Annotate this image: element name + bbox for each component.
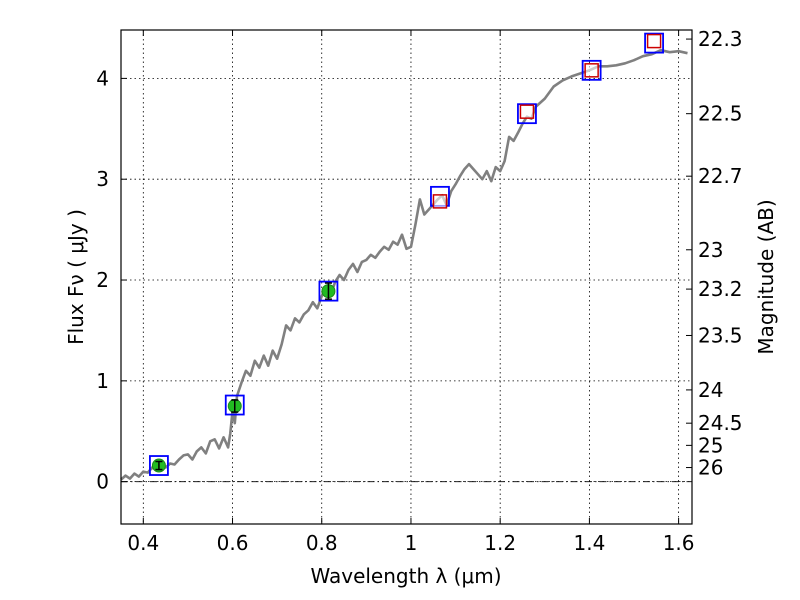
y2-tick-label: 22.5: [698, 102, 743, 126]
upper-limit-marker: [519, 104, 535, 119]
upper-limit-marker: [584, 63, 599, 78]
model-band-box: [149, 455, 169, 476]
y-tick-label: 1: [96, 369, 109, 393]
y2-tick-label: 23: [698, 238, 723, 262]
y-tick-label: 4: [96, 66, 109, 90]
y2-tick-label: 22.7: [698, 164, 743, 188]
y-axis-title: Flux Fν ( μJy ): [64, 209, 88, 345]
y2-tick-label: 24: [698, 378, 723, 402]
series-layer: [120, 32, 688, 481]
model-band-box: [318, 280, 339, 302]
y2-tick-label: 25: [698, 433, 723, 457]
model-band-box: [644, 32, 664, 54]
tick-layer: 0.4 0.6 0.8 1 1.2 1.4 1.60123422.322.522.72323…: [96, 27, 742, 555]
y2-tick-label: 26: [698, 456, 723, 480]
x-tick-label: 1.2: [484, 531, 516, 555]
model-spectrum-line: [120, 48, 688, 481]
x-tick-label: 0.8: [306, 531, 338, 555]
y-tick-label: 2: [96, 268, 109, 292]
x-tick-label: 0.4: [127, 531, 159, 555]
y2-tick-label: 23.2: [698, 277, 743, 301]
y2-tick-label: 23.5: [698, 323, 743, 347]
x-tick-label: 1: [405, 531, 418, 555]
x-axis-title: Wavelength λ (μm): [310, 564, 501, 588]
upper-limit-marker: [432, 194, 448, 209]
x-tick-label: 1.6: [663, 531, 695, 555]
x-tick-label: 0.6: [217, 531, 249, 555]
model-band-box: [224, 394, 245, 416]
plot-frame: [120, 29, 693, 525]
y2-axis-title: Magnitude (AB): [754, 199, 778, 354]
x-tick-label: 1.4: [573, 531, 605, 555]
y2-tick-label: 22.3: [698, 27, 743, 51]
y2-tick-label: 24.5: [698, 411, 743, 435]
grid-layer: [121, 30, 692, 524]
y-tick-label: 3: [96, 167, 109, 191]
y-tick-label: 0: [96, 470, 109, 494]
upper-limit-marker: [646, 33, 662, 49]
model-band-box: [581, 59, 602, 81]
model-band-box: [517, 103, 537, 125]
